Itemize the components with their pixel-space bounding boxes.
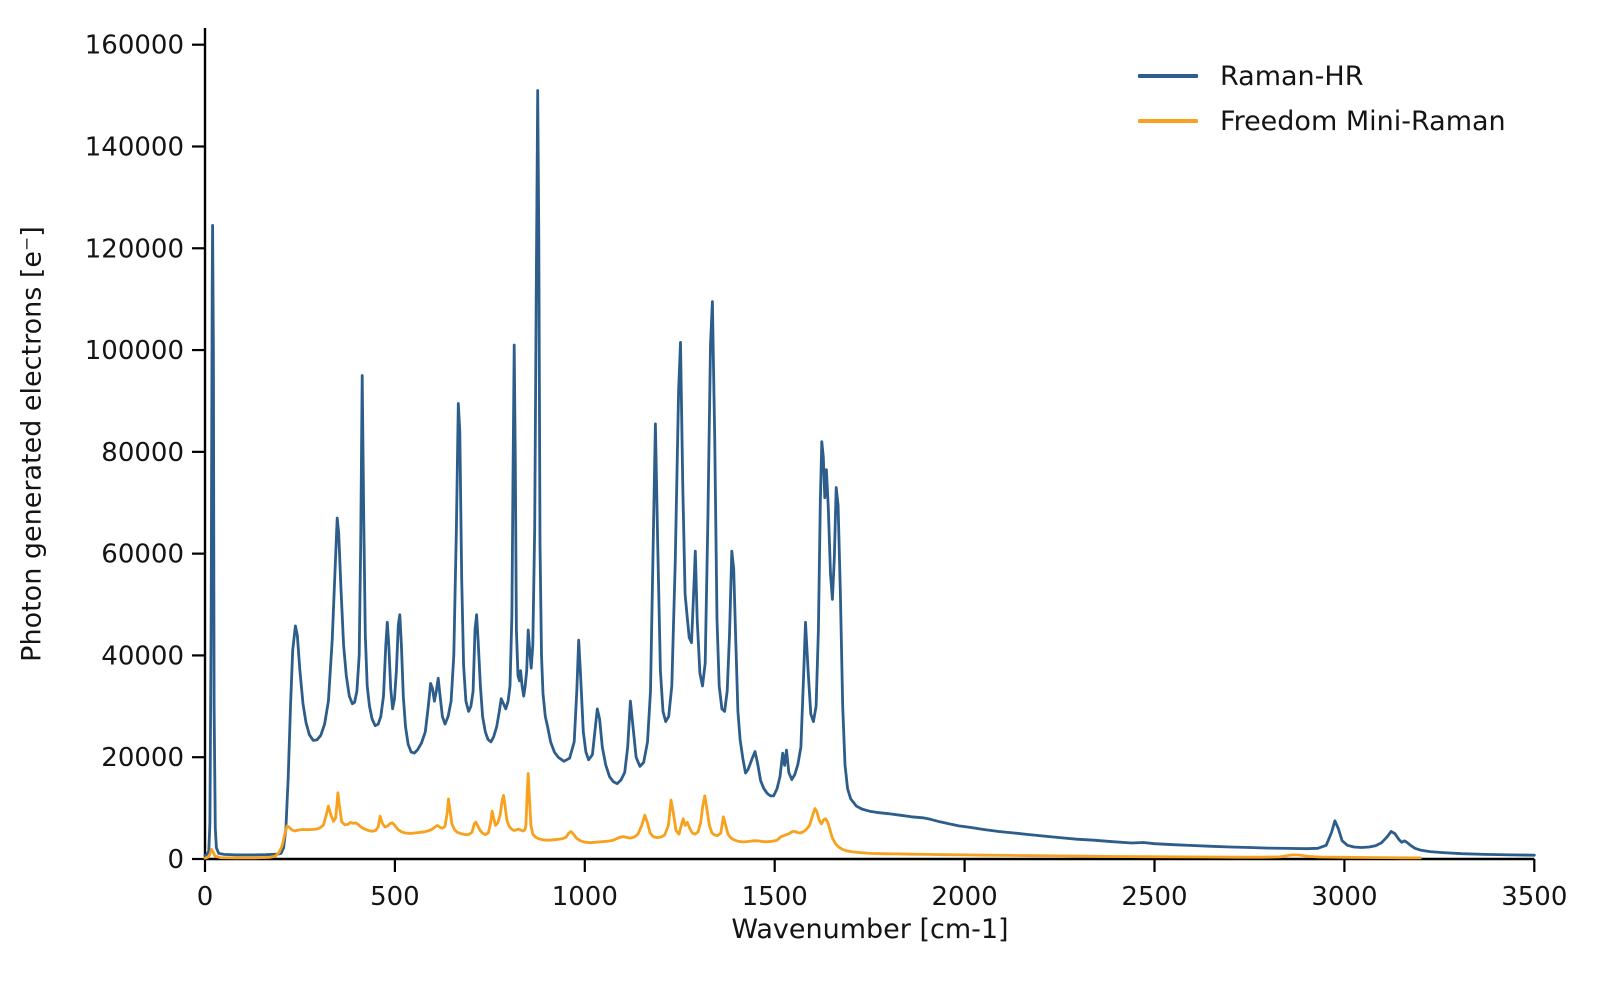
legend-item-freedom-mini-raman: Freedom Mini-Raman — [1138, 103, 1506, 139]
svg-text:160000: 160000 — [85, 31, 184, 61]
svg-text:80000: 80000 — [101, 438, 184, 468]
legend-item-raman-hr: Raman-HR — [1138, 58, 1506, 94]
x-axis-label: Wavenumber [cm-1] — [731, 914, 1009, 945]
legend-label-freedom-mini-raman: Freedom Mini-Raman — [1220, 105, 1506, 137]
svg-text:40000: 40000 — [101, 641, 184, 671]
svg-text:120000: 120000 — [85, 234, 184, 264]
svg-text:1500: 1500 — [742, 882, 808, 912]
svg-text:3000: 3000 — [1311, 882, 1377, 912]
legend-label-raman-hr: Raman-HR — [1220, 60, 1364, 92]
svg-text:0: 0 — [197, 882, 214, 912]
svg-text:0: 0 — [167, 845, 184, 875]
svg-text:140000: 140000 — [85, 132, 184, 162]
svg-text:60000: 60000 — [101, 540, 184, 570]
legend: Raman-HR Freedom Mini-Raman — [1138, 58, 1506, 139]
svg-text:3500: 3500 — [1501, 882, 1567, 912]
svg-text:2000: 2000 — [932, 882, 998, 912]
svg-text:2500: 2500 — [1121, 882, 1187, 912]
legend-line-freedom-mini-raman-icon — [1138, 119, 1198, 123]
svg-text:20000: 20000 — [101, 743, 184, 773]
svg-text:100000: 100000 — [85, 336, 184, 366]
y-axis-label: Photon generated electrons [e⁻] — [16, 226, 48, 662]
svg-text:1000: 1000 — [552, 882, 618, 912]
legend-line-raman-hr-icon — [1138, 74, 1198, 78]
svg-text:500: 500 — [370, 882, 420, 912]
